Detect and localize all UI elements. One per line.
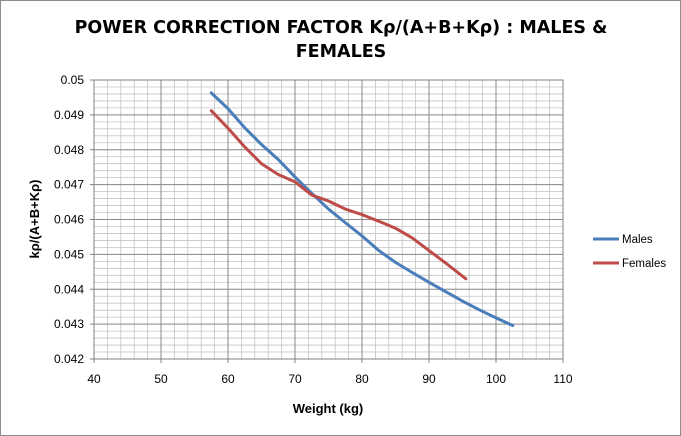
y-tick-label: 0.049 [54,108,84,122]
y-tick-label: 0.047 [54,178,84,192]
legend-label-males: Males [622,234,653,246]
x-tick-label: 100 [486,372,506,386]
y-tick-label: 0.046 [54,213,84,227]
legend: Males Females [593,234,666,270]
y-axis-title: kρ/(A+B+Kρ) [27,180,42,259]
series-line-males [209,91,515,328]
x-tick-label: 50 [154,372,168,386]
y-tick-label: 0.042 [54,352,84,366]
x-tick-label: 60 [221,372,235,386]
y-tick-label: 0.043 [54,317,84,331]
x-tick-label: 70 [288,372,302,386]
y-tick-label: 0.044 [54,282,84,296]
x-tick-label: 40 [87,372,101,386]
y-tick-label: 0.045 [54,247,84,261]
series-line-females [209,109,468,281]
chart-title-line-1: POWER CORRECTION FACTOR Kρ/(A+B+Kρ) : MA… [75,18,608,38]
y-tick-label: 0.048 [54,143,84,157]
axes: 40 50 60 70 80 90 100 110 0.042 0.043 0.044 0.045 0.… [54,73,573,386]
x-tick-label: 90 [422,372,436,386]
legend-label-females: Females [622,258,666,270]
series-lines [209,91,515,328]
chart-title-line-2: FEMALES [296,42,387,62]
x-tick-label: 110 [553,372,572,386]
x-axis-title: Weight (kg) [293,401,364,416]
x-tick-label: 80 [355,372,369,386]
grid [93,79,564,360]
y-tick-label: 0.05 [61,73,85,87]
